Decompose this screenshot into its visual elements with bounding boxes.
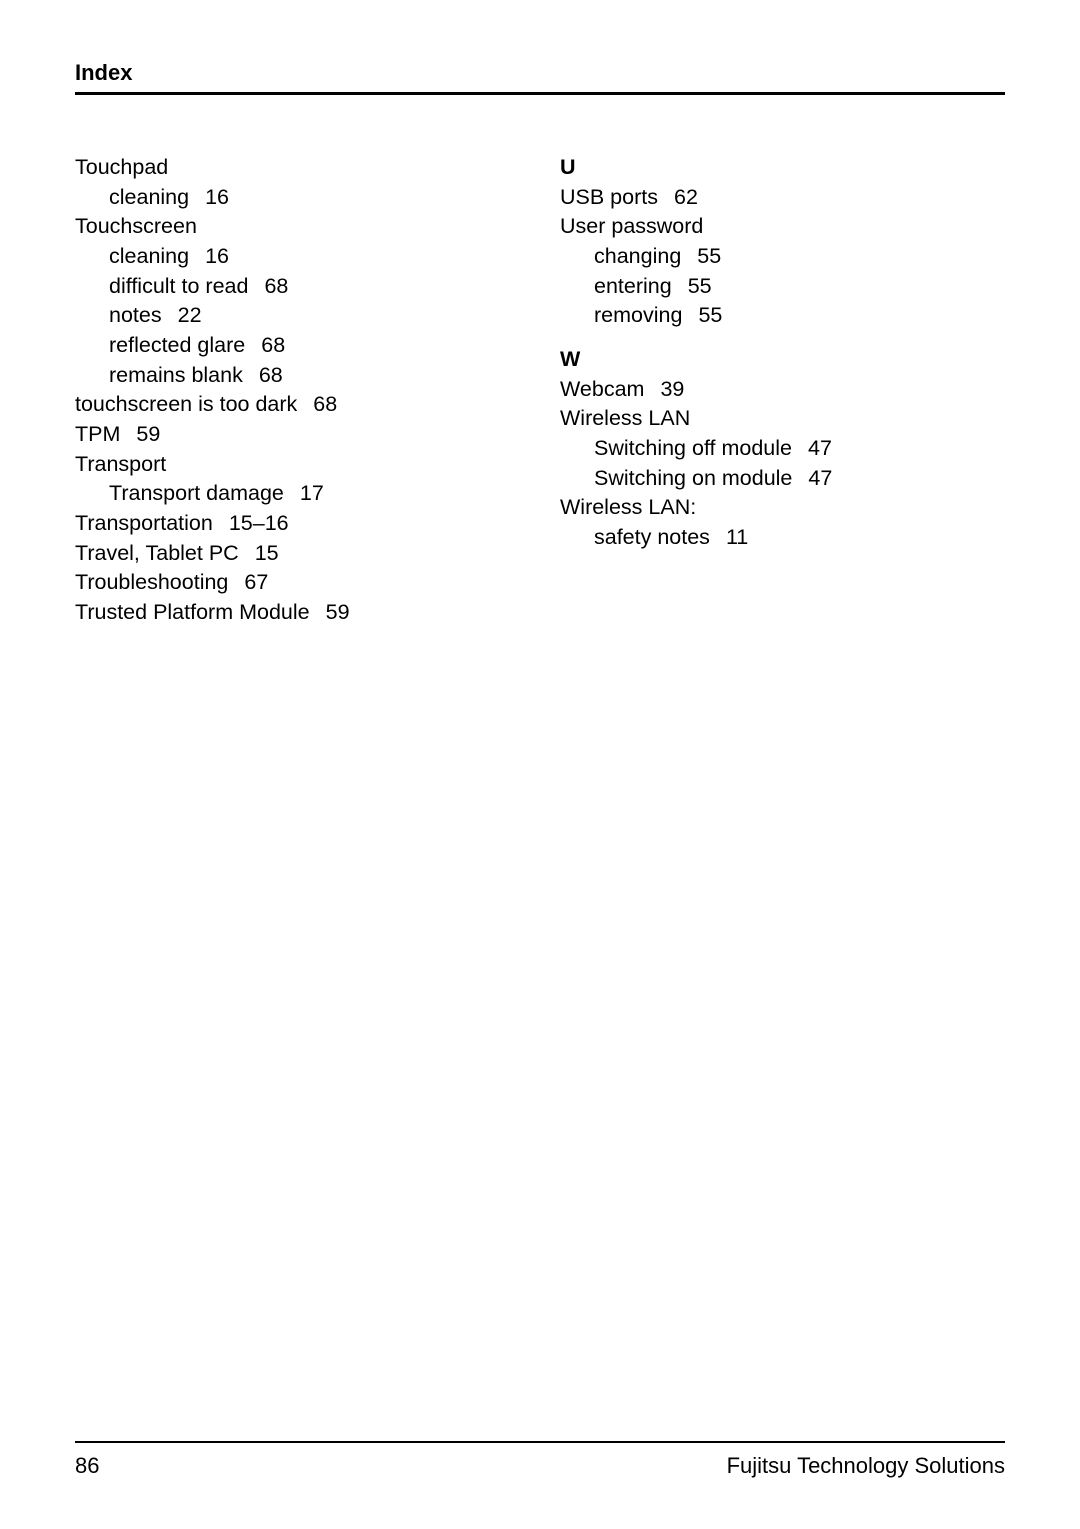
index-page: 59 (326, 600, 350, 624)
index-entry: cleaning 16 (75, 242, 520, 272)
footer-row: 86 Fujitsu Technology Solutions (75, 1453, 1005, 1479)
index-page: 62 (674, 185, 698, 209)
index-label: removing (594, 303, 682, 327)
index-page: 39 (660, 377, 684, 401)
index-label: difficult to read (109, 274, 248, 298)
index-label: Transport damage (109, 481, 284, 505)
index-entry: Transport damage 17 (75, 479, 520, 509)
index-page: 22 (178, 303, 202, 327)
index-page: 16 (205, 244, 229, 268)
index-page: 11 (726, 525, 748, 549)
page-footer: 86 Fujitsu Technology Solutions (75, 1441, 1005, 1479)
index-entry: touchscreen is too dark 68 (75, 390, 520, 420)
index-page: 16 (205, 185, 229, 209)
page-title: Index (75, 60, 1005, 86)
index-entry: removing 55 (560, 301, 1005, 331)
index-entry: Transportation 15–16 (75, 509, 520, 539)
index-page: 15 (255, 541, 279, 565)
index-entry: difficult to read 68 (75, 272, 520, 302)
index-entry: Travel, Tablet PC 15 (75, 539, 520, 569)
index-page: 55 (688, 274, 712, 298)
index-label: Switching on module (594, 466, 792, 490)
index-label: Troubleshooting (75, 570, 228, 594)
index-page: 67 (244, 570, 268, 594)
index-label: touchscreen is too dark (75, 392, 297, 416)
index-label: User password (560, 214, 703, 238)
index-page: 15–16 (229, 511, 289, 535)
index-page: 59 (136, 422, 160, 446)
index-page: 47 (808, 466, 832, 490)
index-entry: Switching on module 47 (560, 464, 1005, 494)
index-label: Switching off module (594, 436, 792, 460)
index-label: Touchpad (75, 155, 168, 179)
index-page: 68 (259, 363, 283, 387)
index-page: 55 (697, 244, 721, 268)
index-left-column: Touchpad cleaning 16 Touchscreen cleaning… (75, 153, 520, 628)
index-label: Transportation (75, 511, 213, 535)
index-entry: cleaning 16 (75, 183, 520, 213)
index-label: remains blank (109, 363, 243, 387)
index-entry: USB ports 62 (560, 183, 1005, 213)
index-label: Trusted Platform Module (75, 600, 310, 624)
index-label: notes (109, 303, 162, 327)
index-page: 17 (300, 481, 324, 505)
index-entry: reflected glare 68 (75, 331, 520, 361)
index-entry: User password (560, 212, 1005, 242)
index-entry: Touchpad (75, 153, 520, 183)
index-right-column: U USB ports 62 User password changing 55 e… (560, 153, 1005, 628)
index-entry: TPM 59 (75, 420, 520, 450)
index-page: 47 (808, 436, 832, 460)
page: Index Touchpad cleaning 16 Touchscreen cl… (0, 0, 1080, 1529)
index-label: reflected glare (109, 333, 245, 357)
index-label: cleaning (109, 244, 189, 268)
index-entry: Trusted Platform Module 59 (75, 598, 520, 628)
index-entry: changing 55 (560, 242, 1005, 272)
index-page: 68 (313, 392, 337, 416)
index-section-letter: U (560, 153, 1005, 183)
index-label: TPM (75, 422, 120, 446)
index-label: safety notes (594, 525, 710, 549)
header-rule (75, 92, 1005, 95)
index-label: Transport (75, 452, 166, 476)
page-number: 86 (75, 1453, 99, 1479)
index-page: 68 (264, 274, 288, 298)
index-entry: Wireless LAN (560, 404, 1005, 434)
index-section-letter: W (560, 345, 1005, 375)
index-label: USB ports (560, 185, 658, 209)
publisher: Fujitsu Technology Solutions (727, 1453, 1005, 1479)
index-entry: Touchscreen (75, 212, 520, 242)
index-entry: Wireless LAN: (560, 493, 1005, 523)
index-label: Wireless LAN: (560, 495, 696, 519)
index-page: 68 (261, 333, 285, 357)
index-label: Touchscreen (75, 214, 197, 238)
index-entry: Troubleshooting 67 (75, 568, 520, 598)
index-label: cleaning (109, 185, 189, 209)
index-entry: safety notes 11 (560, 523, 1005, 553)
index-label: Wireless LAN (560, 406, 690, 430)
footer-rule (75, 1441, 1005, 1443)
index-entry: remains blank 68 (75, 361, 520, 391)
index-label: changing (594, 244, 681, 268)
index-label: entering (594, 274, 672, 298)
index-page: 55 (698, 303, 722, 327)
index-columns: Touchpad cleaning 16 Touchscreen cleaning… (75, 153, 1005, 628)
index-entry: notes 22 (75, 301, 520, 331)
index-entry: Switching off module 47 (560, 434, 1005, 464)
index-entry: Webcam 39 (560, 375, 1005, 405)
index-label: Webcam (560, 377, 644, 401)
index-entry: entering 55 (560, 272, 1005, 302)
index-label: Travel, Tablet PC (75, 541, 239, 565)
index-entry: Transport (75, 450, 520, 480)
